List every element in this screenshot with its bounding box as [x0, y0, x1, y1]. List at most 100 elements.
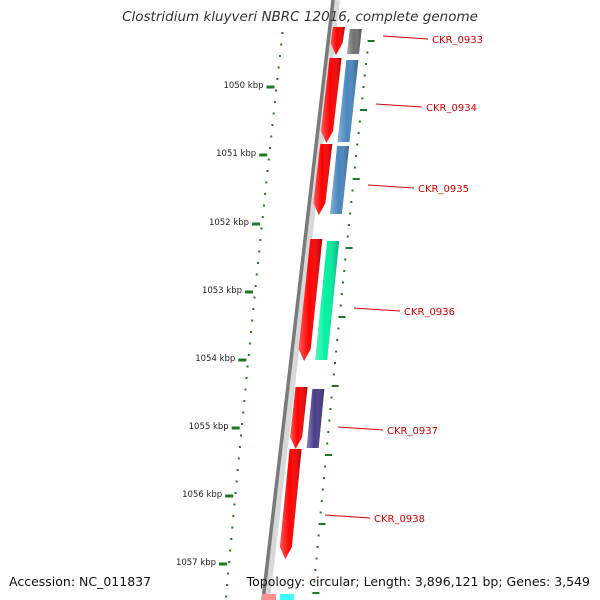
track-dot: [250, 331, 252, 333]
track-dot: [257, 262, 259, 264]
track-dot: [243, 400, 246, 402]
kbp-tick: [259, 153, 268, 157]
minor-tick: [340, 293, 343, 295]
gene-arrow-shading: [298, 239, 323, 361]
minor-tick: [316, 546, 319, 548]
track-dot: [227, 572, 230, 575]
track-dot: [277, 66, 280, 69]
minor-tick: [313, 580, 316, 583]
track-dot: [238, 446, 241, 448]
gene-label[interactable]: CKR_0933: [432, 35, 483, 46]
minor-tick: [322, 477, 325, 479]
cog-bar-partial: [280, 594, 294, 600]
minor-tick: [339, 304, 342, 307]
kbp-scale: 1050 kbp 1051 kbp 1052 kbp 1053 kbp 1054 kbp…: [176, 81, 275, 568]
kbp-tick: [245, 290, 253, 294]
track-dot: [246, 365, 249, 368]
major-tick: [345, 247, 353, 249]
track-dot: [273, 101, 276, 103]
minor-tick: [356, 143, 359, 146]
track-dot: [244, 388, 247, 391]
kbp-label: 1054 kbp: [195, 354, 235, 364]
minor-tick: [355, 155, 358, 157]
major-tick: [338, 316, 346, 318]
minor-tick: [332, 373, 335, 376]
kbp-tick: [231, 426, 240, 430]
track-dot: [226, 584, 229, 586]
track-dot: [232, 515, 235, 517]
minor-tick: [349, 212, 352, 215]
cog-bar-shading: [306, 389, 325, 448]
major-tick: [367, 40, 375, 42]
gene-label[interactable]: CKR_0938: [374, 514, 425, 525]
track-dot: [281, 32, 284, 34]
track-dot: [228, 561, 231, 563]
gene-arrow-shading: [321, 58, 342, 143]
track-dot: [235, 480, 238, 483]
track-dot: [225, 595, 228, 598]
minor-tick: [361, 97, 364, 100]
track-dot: [262, 204, 265, 207]
major-tick: [312, 592, 320, 594]
kbp-label: 1055 kbp: [189, 422, 229, 432]
track-dot: [271, 124, 274, 126]
minor-tick: [363, 74, 366, 77]
backbone-shadow: [262, 0, 340, 600]
track-dot: [258, 250, 261, 253]
major-tick: [325, 454, 333, 456]
track-dot: [236, 469, 239, 471]
track-dot: [247, 354, 250, 356]
minor-tick: [351, 189, 354, 192]
minor-tick: [314, 569, 317, 571]
topology-text: Topology: circular; Length: 3,896,121 bp…: [246, 574, 590, 589]
minor-tick: [336, 339, 339, 341]
minor-tick: [329, 408, 332, 410]
track-dot: [230, 538, 233, 540]
minor-tick: [334, 362, 336, 364]
kbp-tick: [219, 562, 227, 566]
map-title: Clostridium kluyveri NBRC 12016, complet…: [122, 9, 478, 25]
kbp-dot-track: [225, 32, 284, 598]
major-tick: [352, 178, 360, 180]
minor-tick: [343, 270, 346, 272]
track-dot: [280, 43, 283, 46]
minor-tick: [346, 235, 349, 238]
track-dot: [233, 503, 236, 506]
gene-leader-line: [367, 184, 415, 189]
minor-tick: [330, 396, 333, 399]
minor-tick: [317, 534, 320, 537]
gene-leader-line: [353, 307, 401, 312]
gene-label[interactable]: CKR_0934: [426, 103, 477, 114]
major-tick: [360, 109, 367, 111]
gene-arrow-shading: [290, 387, 308, 449]
track-dot: [259, 239, 262, 241]
minor-tick: [353, 166, 356, 169]
minor-tick: [327, 431, 330, 433]
minor-tick: [324, 465, 326, 468]
gene-label[interactable]: CKR_0936: [404, 307, 455, 318]
genome-backbone: [261, 0, 340, 600]
accession-text: Accession: NC_011837: [9, 574, 152, 589]
minor-tick: [326, 442, 329, 445]
minor-tick: [357, 132, 360, 134]
kbp-tick: [238, 358, 247, 362]
minor-tick: [366, 51, 369, 54]
track-dot: [231, 526, 234, 529]
minor-tick: [362, 86, 365, 88]
minor-tick: [365, 63, 367, 65]
track-dot: [261, 216, 264, 218]
minor-tick: [315, 557, 318, 560]
track-dot: [234, 492, 237, 494]
kbp-label: 1052 kbp: [209, 218, 249, 228]
kbp-tick: [252, 222, 260, 226]
track-dot: [265, 181, 268, 184]
tick-track: [312, 40, 375, 594]
cog-bar-shading: [347, 29, 362, 54]
track-dot: [237, 457, 240, 460]
cog-track: [280, 29, 362, 600]
gene-arrow-shading: [279, 449, 302, 559]
cog-bar-shading: [337, 60, 359, 142]
gene-labels: CKR_0933 CKR_0934 CKR_0935 CKR_0936 CKR_0937…: [324, 35, 483, 525]
gene-label[interactable]: CKR_0937: [387, 426, 438, 437]
gene-label[interactable]: CKR_0935: [418, 184, 469, 195]
